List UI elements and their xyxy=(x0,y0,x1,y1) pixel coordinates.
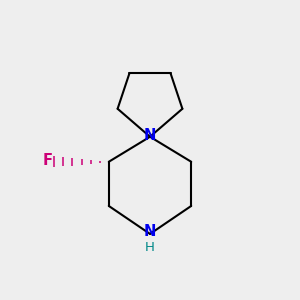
Text: H: H xyxy=(145,241,155,254)
Text: N: N xyxy=(144,128,156,143)
Text: N: N xyxy=(144,224,156,239)
Text: F: F xyxy=(43,153,53,168)
